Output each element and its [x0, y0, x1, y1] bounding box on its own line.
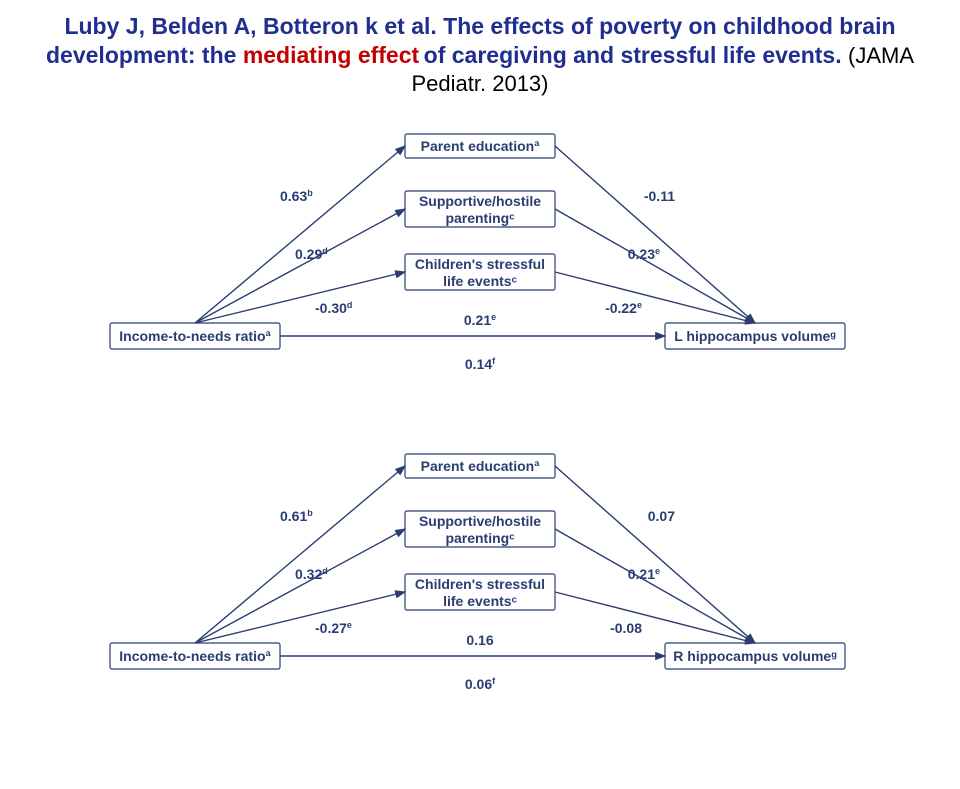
svg-text:0.23e: 0.23e — [628, 246, 660, 262]
svg-text:0.63b: 0.63b — [280, 188, 313, 204]
panel-1: Income-to-needs ratioª R hippocampus volu… — [110, 454, 845, 692]
svg-text:Supportive/hostile: Supportive/hostile — [419, 193, 541, 209]
diagram-container: Income-to-needs ratioª L hippocampus volu… — [100, 111, 860, 731]
source-node: Income-to-needs ratioª — [110, 323, 280, 349]
svg-text:Income-to-needs ratioª: Income-to-needs ratioª — [119, 648, 271, 664]
svg-text:parentingᶜ: parentingᶜ — [445, 530, 514, 546]
svg-text:-0.30d: -0.30d — [315, 300, 352, 316]
outcome-node: L hippocampus volumeᵍ — [665, 323, 845, 349]
svg-text:-0.11: -0.11 — [644, 188, 675, 204]
mediator-1: Supportive/hostileparentingᶜ — [405, 191, 555, 227]
source-node: Income-to-needs ratioª — [110, 643, 280, 669]
svg-text:Income-to-needs ratioª: Income-to-needs ratioª — [119, 328, 271, 344]
title-part2: of caregiving and stressful life events. — [424, 42, 848, 68]
svg-text:L hippocampus volumeᵍ: L hippocampus volumeᵍ — [674, 328, 836, 344]
svg-text:Parent educationª: Parent educationª — [421, 138, 541, 154]
svg-text:R hippocampus volumeᵍ: R hippocampus volumeᵍ — [673, 648, 837, 664]
path-diagram: Income-to-needs ratioª L hippocampus volu… — [100, 111, 860, 731]
svg-text:life eventsᶜ: life eventsᶜ — [443, 273, 517, 289]
svg-text:life eventsᶜ: life eventsᶜ — [443, 593, 517, 609]
svg-text:0.14f: 0.14f — [465, 356, 496, 372]
outcome-node: R hippocampus volumeᵍ — [665, 643, 845, 669]
svg-text:Children's stressful: Children's stressful — [415, 256, 545, 272]
svg-text:Parent educationª: Parent educationª — [421, 458, 541, 474]
mediator-2: Children's stressfullife eventsᶜ — [405, 254, 555, 290]
svg-text:0.29d: 0.29d — [295, 246, 328, 262]
title-block: Luby J, Belden A, Botteron k et al. The … — [0, 0, 960, 97]
svg-text:-0.08: -0.08 — [610, 620, 642, 636]
svg-text:0.16: 0.16 — [466, 632, 493, 648]
mediator-2: Children's stressfullife eventsᶜ — [405, 574, 555, 610]
svg-text:Children's stressful: Children's stressful — [415, 576, 545, 592]
mediator-0: Parent educationª — [405, 454, 555, 478]
mediator-1: Supportive/hostileparentingᶜ — [405, 511, 555, 547]
svg-text:0.07: 0.07 — [648, 508, 675, 524]
mediator-0: Parent educationª — [405, 134, 555, 158]
svg-text:0.21e: 0.21e — [628, 566, 660, 582]
svg-text:-0.27e: -0.27e — [315, 620, 352, 636]
svg-text:Supportive/hostile: Supportive/hostile — [419, 513, 541, 529]
svg-text:0.61b: 0.61b — [280, 508, 313, 524]
panel-0: Income-to-needs ratioª L hippocampus volu… — [110, 134, 845, 372]
svg-text:0.06f: 0.06f — [465, 676, 496, 692]
svg-text:-0.22e: -0.22e — [605, 300, 642, 316]
svg-text:0.32d: 0.32d — [295, 566, 328, 582]
svg-text:parentingᶜ: parentingᶜ — [445, 210, 514, 226]
title-mediating: mediating effect — [243, 42, 419, 68]
svg-text:0.21e: 0.21e — [464, 312, 496, 328]
